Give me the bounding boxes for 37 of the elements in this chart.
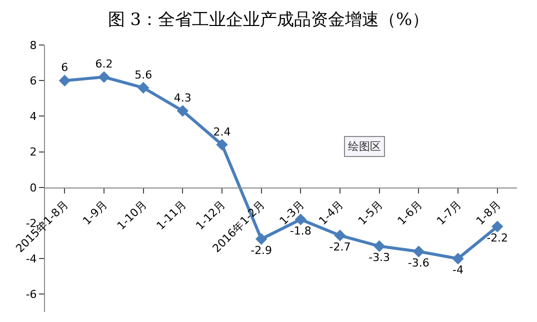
x-tick-label: 1-4月 — [316, 198, 346, 228]
y-tick-label: 2 — [30, 146, 37, 159]
data-label: -2.2 — [486, 231, 508, 244]
y-tick-label: 4 — [30, 110, 37, 124]
annotation: 绘图区 — [348, 140, 381, 153]
y-tick-label: 0 — [30, 181, 37, 194]
point — [137, 82, 150, 94]
point — [98, 71, 110, 83]
y-tick-label: 8 — [30, 38, 37, 52]
x-tick-label: 1-8月 — [474, 198, 504, 228]
data-label: 2.4 — [213, 125, 231, 138]
point — [334, 230, 346, 242]
data-label: 6 — [61, 61, 68, 74]
point — [176, 105, 189, 117]
point — [412, 246, 425, 258]
data-label: -3.6 — [408, 256, 430, 270]
data-label: -2.9 — [250, 244, 272, 257]
data-label: 5.6 — [134, 68, 152, 82]
point — [373, 240, 386, 252]
point — [58, 74, 71, 86]
data-label: -4 — [452, 263, 464, 276]
x-tick-label: 1-9月 — [80, 198, 110, 228]
point — [255, 233, 268, 245]
y-tick-label: -4 — [26, 252, 37, 266]
data-label: 4.3 — [174, 91, 192, 104]
data-label: -3.3 — [368, 251, 390, 264]
y-tick-label: 6 — [30, 74, 37, 88]
y-tick-label: -2 — [26, 216, 37, 230]
point — [216, 138, 228, 151]
point — [452, 252, 464, 264]
chart-title: 图 3：全省工业企业产成品资金增速（%） — [108, 10, 430, 30]
x-tick-label: 1-6月 — [395, 198, 425, 228]
data-label: 6.2 — [95, 58, 113, 71]
x-tick-label: 1-7月 — [434, 198, 464, 228]
data-label: -2.7 — [329, 240, 351, 254]
y-tick-label: -6 — [26, 288, 37, 302]
x-tick-label: 1-5月 — [356, 198, 386, 228]
